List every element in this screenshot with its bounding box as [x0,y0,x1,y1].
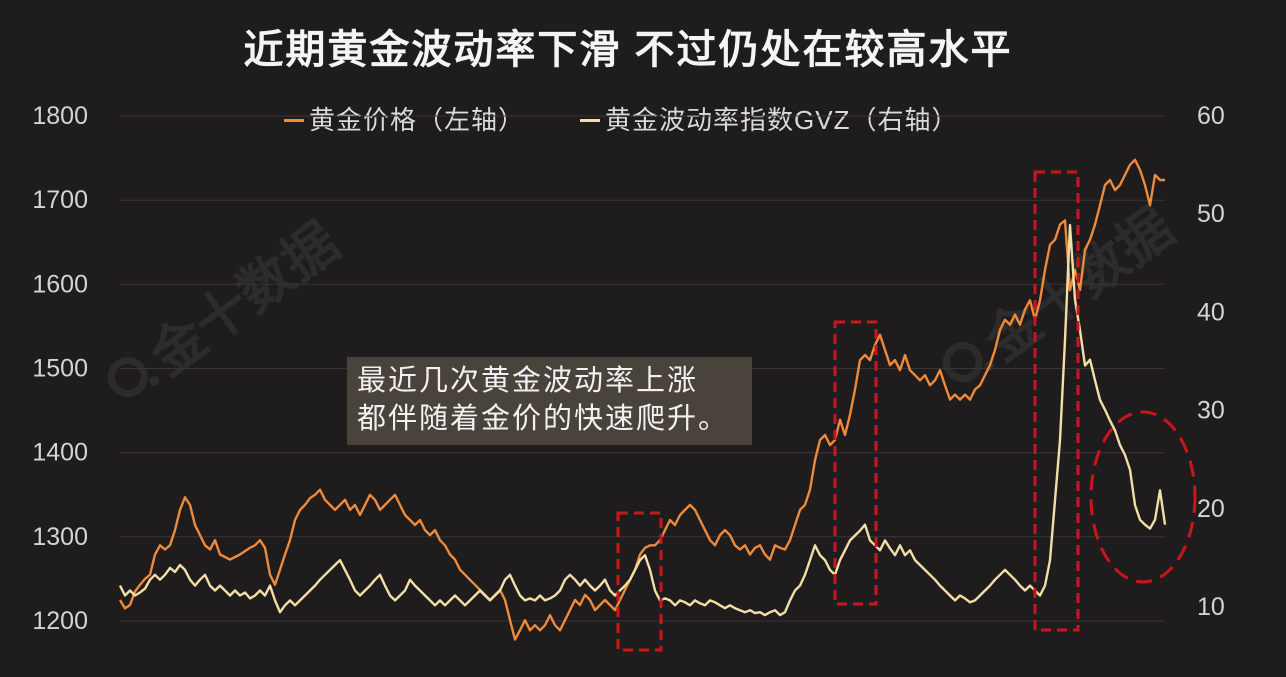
highlight-box [616,511,663,652]
right-axis-tick-label: 10 [1197,593,1225,621]
highlight-box [833,320,878,606]
annotation-line: 都伴随着金价的快速爬升。 [357,403,730,435]
gold-price-line [118,158,1165,641]
legend-item-gvz: 黄金波动率指数GVZ（右轴） [580,104,958,136]
series-lines [118,158,1167,641]
left-axis-tick-label: 1400 [32,439,88,467]
left-axis-tick-label: 1600 [32,270,88,298]
right-axis-tick-label: 20 [1197,495,1225,523]
left-axis-tick-label: 1500 [32,355,88,383]
right-axis-tick-label: 30 [1197,397,1225,425]
right-axis-tick-label: 50 [1197,200,1225,228]
legend-swatch-gvz [580,118,600,122]
highlight-marks [616,170,1197,652]
legend-item-gold-price: 黄金价格（左轴） [284,104,525,136]
left-axis-ticks: 1200 1300 1400 1500 1600 1700 1800 [32,102,88,635]
left-axis-tick-label: 1700 [32,186,88,214]
left-axis-tick-label: 1200 [32,607,88,635]
left-axis-tick-label: 1300 [32,523,88,551]
annotation-box: 最近几次黄金波动率上涨 都伴随着金价的快速爬升。 [347,357,752,445]
highlight-ellipse [1089,410,1197,584]
right-axis-tick-label: 60 [1197,102,1225,130]
left-axis-tick-label: 1800 [32,102,88,130]
legend-label-gvz: 黄金波动率指数GVZ（右轴） [605,105,959,135]
right-axis-ticks: 10 20 30 40 50 60 [1197,102,1225,621]
highlight-box [1033,170,1080,632]
legend-swatch-gold-price [284,118,304,122]
chart-title: 近期黄金波动率下滑 不过仍处在较高水平 [243,28,1013,72]
right-axis-tick-label: 40 [1197,299,1225,327]
gvz-volatility-line [118,223,1167,617]
annotation-line: 最近几次黄金波动率上涨 [357,365,699,397]
legend-label-gold-price: 黄金价格（左轴） [309,105,526,135]
